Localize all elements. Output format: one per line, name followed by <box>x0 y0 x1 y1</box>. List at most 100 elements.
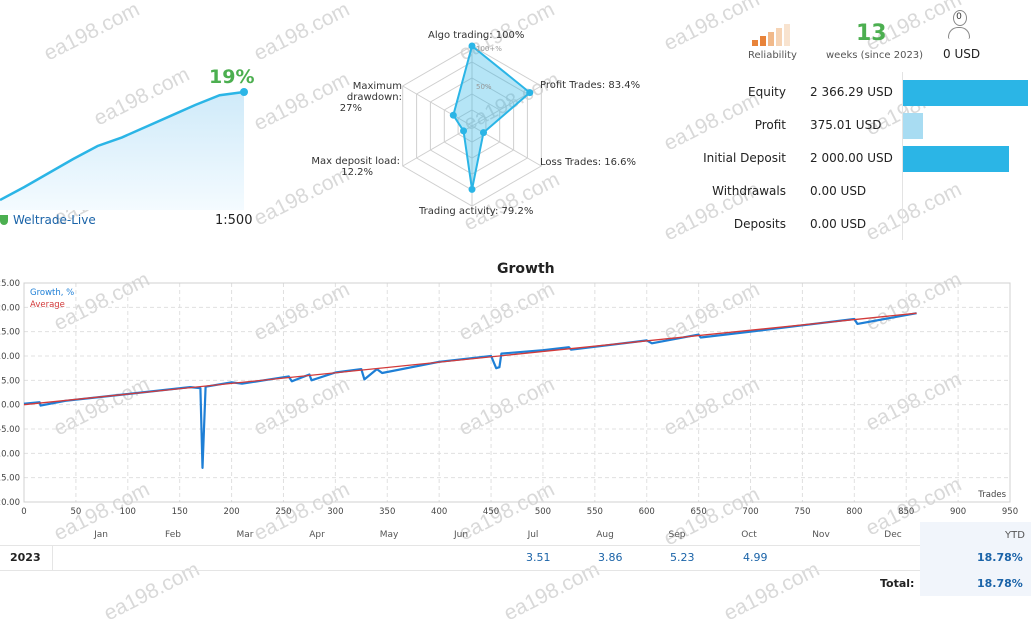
account-row-value: 2 366.29 USD <box>810 85 893 99</box>
radar-spoke <box>402 125 473 167</box>
watermark-text: ea198.com <box>100 557 204 626</box>
y-tick-label: -5.00 <box>0 425 20 435</box>
x-tick-label: 900 <box>950 507 966 517</box>
x-tick-label: 450 <box>483 507 499 517</box>
growth-chart-title: Growth <box>497 261 555 277</box>
radar-point <box>526 89 534 97</box>
table-row-border <box>0 570 1031 571</box>
account-row-value: 2 000.00 USD <box>810 151 893 165</box>
radar-points <box>449 42 534 193</box>
y-tick-label: -15.00 <box>0 474 20 484</box>
watermark-text: ea198.com <box>720 557 824 626</box>
x-tick-label: 100 <box>120 507 136 517</box>
radar-ring-50-label: 50% <box>476 83 492 91</box>
x-tick-label: 300 <box>327 507 343 517</box>
radar-point <box>468 42 476 50</box>
radar-max-drawdown-label: Maximum drawdown: <box>346 81 402 103</box>
month-label: Mar <box>237 530 254 540</box>
radar-algo-trading: Algo trading: 100% <box>428 30 525 41</box>
radar-trading-activity: Trading activity: 79.2% <box>419 206 534 217</box>
subscriber-user-icon: 0 <box>946 10 972 40</box>
watermark-text: ea198.com <box>250 0 354 66</box>
account-row-value: 375.01 USD <box>810 118 882 132</box>
y-tick-label: 15.00 <box>0 328 20 338</box>
subscriber-count: 0 <box>956 12 962 22</box>
x-tick-label: 800 <box>846 507 862 517</box>
radar-chart: 100+% 50% <box>402 42 542 207</box>
account-row-label: Deposits <box>733 217 786 231</box>
account-row-bar <box>903 146 1009 172</box>
radar-spoke <box>402 85 473 127</box>
x-tick-label: 250 <box>275 507 291 517</box>
shield-check-icon <box>0 215 8 225</box>
ytd-column-bg <box>920 522 1031 596</box>
x-tick-label: 500 <box>535 507 551 517</box>
account-row-value: 0.00 USD <box>810 184 867 198</box>
table-col-border <box>52 546 53 570</box>
account-row-label: Withdrawals <box>712 184 786 198</box>
legend-growth: Growth, % <box>30 288 74 298</box>
month-label: Sep <box>669 530 686 540</box>
account-row-bar <box>903 80 1028 106</box>
y-tick-label: 10.00 <box>0 352 20 362</box>
radar-ring-100-label: 100+% <box>476 45 502 53</box>
radar-point <box>449 111 457 119</box>
radar-max-drawdown: Maximum drawdown: 27% <box>296 81 402 114</box>
month-label: Oct <box>741 530 757 540</box>
account-row-bar <box>903 113 923 139</box>
gain-area <box>0 92 244 210</box>
month-oct-value: 4.99 <box>743 551 768 564</box>
weeks-value: 13 <box>856 21 887 46</box>
x-tick-label: 700 <box>742 507 758 517</box>
x-tick-label: 600 <box>639 507 655 517</box>
x-tick-label: 750 <box>794 507 810 517</box>
x-tick-label: 150 <box>172 507 188 517</box>
y-tick-label: 20.00 <box>0 303 20 313</box>
radar-polygon <box>452 44 532 190</box>
y-tick-label: 5.00 <box>1 376 20 386</box>
table-year: 2023 <box>10 551 41 564</box>
watermark-text: ea198.com <box>40 0 144 66</box>
account-row-label: Initial Deposit <box>703 151 786 165</box>
account-row-label: Profit <box>754 118 786 132</box>
x-tick-label: 400 <box>431 507 447 517</box>
radar-max-deposit-load: Max deposit load: 12.2% <box>300 156 400 178</box>
growth-chart: Growth 25.00 20.00 15.00 10.00 5.00 0.00 -5.00 -… <box>0 261 1018 540</box>
reliability-label: Reliability <box>748 50 797 61</box>
account-row-label: Equity <box>748 85 786 99</box>
x-tick-label: 850 <box>898 507 914 517</box>
reliability-bars-icon <box>752 22 794 46</box>
series-line-average <box>23 312 917 406</box>
plot-frame <box>23 282 1011 503</box>
subscribers-value: 0 USD <box>943 47 981 61</box>
x-tick-label: 200 <box>223 507 239 517</box>
legend-average: Average <box>30 300 65 310</box>
radar-profit-trades: Profit Trades: 83.4% <box>540 80 641 91</box>
radar-max-deposit-load-label: Max deposit load: <box>311 156 400 167</box>
table-top-border <box>0 545 1031 546</box>
month-label: Jan <box>93 530 108 540</box>
watermark-text: ea198.com <box>660 0 764 56</box>
month-sep-value: 5.23 <box>670 551 695 564</box>
ytd-value: 18.78% <box>977 551 1023 564</box>
month-label: Jul <box>527 530 539 540</box>
x-tick-label: 950 <box>1002 507 1018 517</box>
radar-loss-trades: Loss Trades: 16.6% <box>540 157 637 168</box>
x-tick-label: 650 <box>691 507 707 517</box>
gain-endpoint-dot <box>240 88 248 96</box>
y-tick-label: 0.00 <box>1 401 20 411</box>
radar-max-drawdown-value: 27% <box>339 103 362 114</box>
month-aug-value: 3.86 <box>598 551 623 564</box>
month-label: Dec <box>884 530 901 540</box>
broker-name: Weltrade-Live <box>13 213 96 227</box>
broker-link[interactable]: Weltrade-Live <box>0 213 96 227</box>
total-value: 18.78% <box>977 577 1023 590</box>
leverage-value: 1:500 <box>215 213 253 228</box>
weeks-label: weeks (since 2023) <box>826 50 924 61</box>
x-tick-label: 550 <box>587 507 603 517</box>
radar-max-deposit-load-value: 12.2% <box>341 167 373 178</box>
radar-point <box>480 129 488 137</box>
month-label: Nov <box>812 530 830 540</box>
total-label: Total: <box>880 577 915 590</box>
x-tick-label: 0 <box>21 507 26 517</box>
